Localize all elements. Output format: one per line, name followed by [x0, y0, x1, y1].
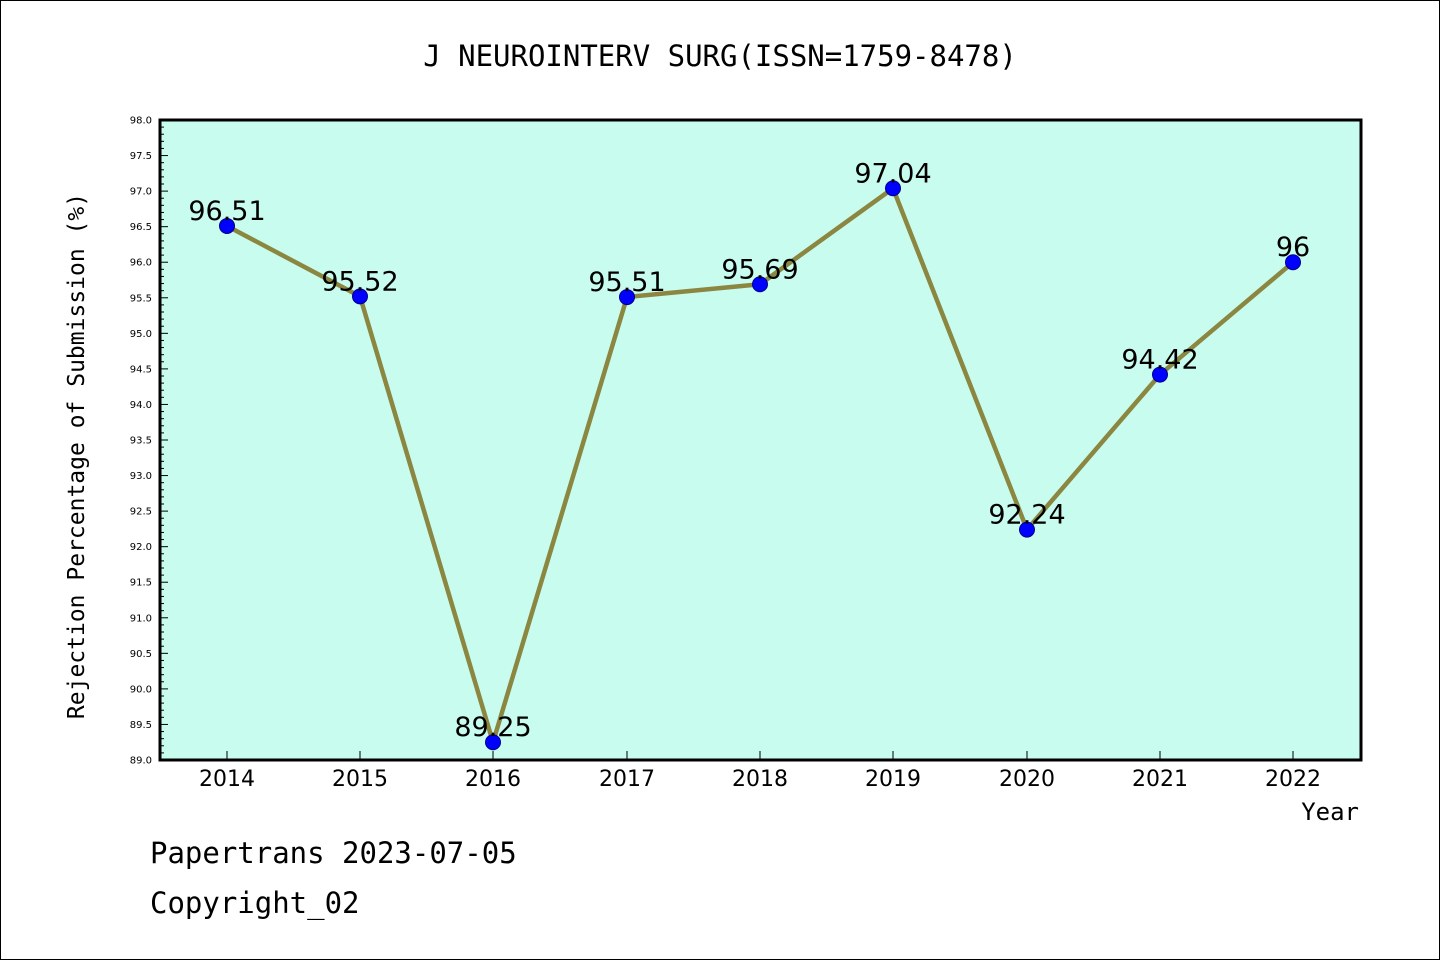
y-tick-label: 91.0	[130, 613, 152, 624]
data-point	[1285, 254, 1301, 271]
y-tick-label: 91.5	[130, 578, 152, 589]
data-label: 96.51	[188, 196, 265, 227]
data-label: 94.42	[1121, 345, 1198, 376]
x-axis: 2014 2015 2016 2017 2018 2019 2020 2021 2022	[199, 751, 1321, 792]
data-label: 89.25	[454, 712, 531, 743]
y-axis: 89.0 89.5 90.0 90.5 91.0 91.5 92.0 92.5 93.0 93.5…	[130, 116, 168, 767]
data-label: 96	[1276, 232, 1310, 263]
y-tick-label: 89.0	[130, 756, 152, 767]
x-tick-label: 2020	[999, 767, 1055, 792]
y-axis-label: Rejection Percentage of Submission (%)	[64, 193, 90, 719]
x-tick-label: 2017	[599, 767, 655, 792]
chart-title: J NEUROINTERV SURG(ISSN=1759-8478)	[423, 39, 1017, 73]
x-tick-label: 2016	[465, 767, 521, 792]
y-tick-label: 97.5	[130, 151, 152, 162]
data-point	[485, 734, 501, 751]
y-tick-label: 96.5	[130, 222, 152, 233]
x-tick-label: 2021	[1132, 767, 1188, 792]
data-label: 95.51	[588, 267, 665, 298]
footer-copyright: Copyright_02	[150, 886, 360, 920]
data-label: 97.04	[854, 158, 931, 189]
data-point	[219, 217, 235, 234]
plot-area	[158, 118, 1363, 762]
y-tick-label: 95.0	[130, 329, 152, 340]
x-tick-label: 2022	[1265, 767, 1321, 792]
x-tick-label: 2014	[199, 767, 255, 792]
data-point	[619, 289, 635, 306]
y-tick-label: 96.0	[130, 258, 152, 269]
y-tick-label: 95.5	[130, 293, 152, 304]
data-label: 95.69	[721, 254, 798, 285]
data-point	[1152, 366, 1168, 383]
y-tick-label: 94.5	[130, 364, 152, 375]
footer-date: Papertrans 2023-07-05	[150, 836, 517, 870]
x-tick-label: 2018	[732, 767, 788, 792]
y-tick-label: 98.0	[130, 116, 152, 127]
y-tick-label: 89.5	[130, 720, 152, 731]
data-point	[1019, 521, 1035, 538]
x-tick-label: 2015	[332, 767, 388, 792]
x-tick-label: 2019	[865, 767, 921, 792]
y-tick-label: 97.0	[130, 187, 152, 198]
data-label: 92.24	[988, 500, 1065, 531]
series-group: 96.51 95.52 89.25 95.51 95.69 97.04 92.24 94.42…	[188, 158, 1310, 751]
y-tick-label: 93.0	[130, 471, 152, 482]
data-point	[352, 288, 368, 305]
x-axis-label: Year	[1301, 798, 1359, 826]
y-tick-label: 93.5	[130, 436, 152, 447]
data-label: 95.52	[321, 266, 398, 297]
y-tick-label: 90.0	[130, 684, 152, 695]
y-tick-label: 92.5	[130, 507, 152, 518]
y-tick-label: 90.5	[130, 649, 152, 660]
data-point	[752, 276, 768, 293]
y-tick-label: 92.0	[130, 542, 152, 553]
y-tick-label: 94.0	[130, 400, 152, 411]
data-point	[885, 180, 901, 197]
